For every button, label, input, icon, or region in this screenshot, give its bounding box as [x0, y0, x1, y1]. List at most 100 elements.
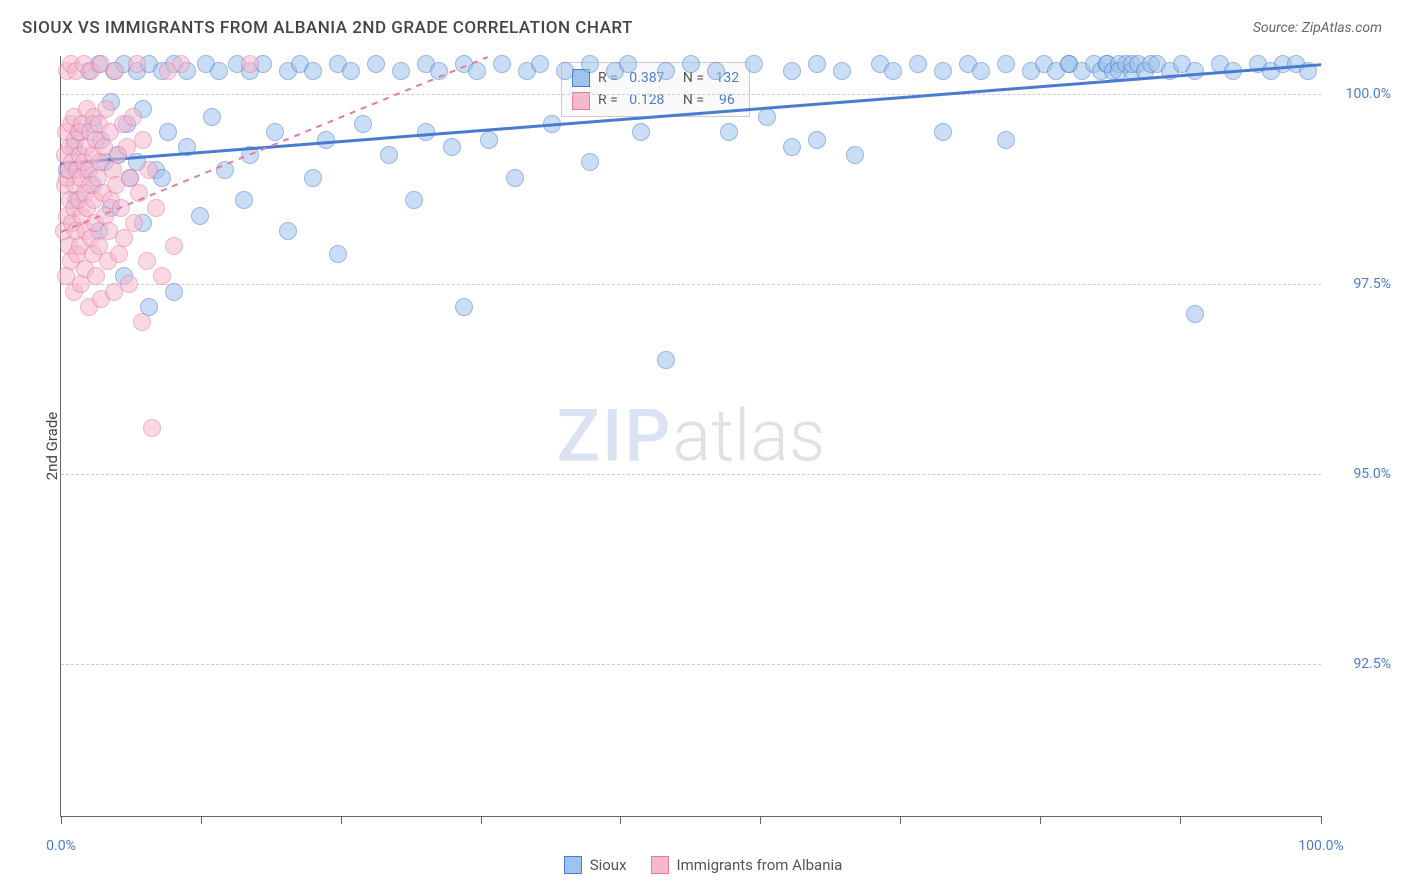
data-point	[128, 55, 146, 73]
y-tick-label: 97.5%	[1331, 276, 1391, 292]
data-point	[342, 62, 360, 80]
data-point	[172, 55, 190, 73]
data-point	[329, 245, 347, 263]
legend-item: Sioux	[564, 856, 627, 874]
data-point	[304, 62, 322, 80]
data-point	[480, 131, 498, 149]
legend-n-label: N =	[672, 89, 707, 111]
data-point	[997, 131, 1015, 149]
x-tick	[201, 816, 202, 824]
legend-series-name: Immigrants from Albania	[677, 856, 843, 874]
data-point	[909, 55, 927, 73]
data-point	[405, 191, 423, 209]
data-point	[266, 123, 284, 141]
data-point	[1186, 62, 1204, 80]
data-point	[147, 199, 165, 217]
data-point	[506, 169, 524, 187]
gridline	[61, 284, 1321, 285]
y-tick-label: 100.0%	[1331, 86, 1391, 102]
data-point	[682, 55, 700, 73]
data-point	[531, 55, 549, 73]
x-tick	[620, 816, 621, 824]
data-point	[934, 62, 952, 80]
data-point	[125, 214, 143, 232]
legend-swatch	[564, 856, 582, 874]
data-point	[392, 62, 410, 80]
data-point	[745, 55, 763, 73]
data-point	[808, 131, 826, 149]
source-name: ZipAtlas.com	[1302, 20, 1382, 36]
data-point	[997, 55, 1015, 73]
watermark-zip: ZIP	[557, 394, 673, 479]
data-point	[124, 108, 142, 126]
data-point	[134, 131, 152, 149]
data-point	[304, 169, 322, 187]
gridline	[61, 474, 1321, 475]
data-point	[1186, 305, 1204, 323]
data-point	[808, 55, 826, 73]
data-point	[140, 161, 158, 179]
data-point	[191, 207, 209, 225]
data-point	[707, 62, 725, 80]
data-point	[97, 100, 115, 118]
data-point	[159, 123, 177, 141]
chart-title: SIOUX VS IMMIGRANTS FROM ALBANIA 2ND GRA…	[22, 18, 633, 38]
data-point	[783, 62, 801, 80]
y-tick-label: 95.0%	[1331, 466, 1391, 482]
data-point	[133, 313, 151, 331]
data-point	[581, 153, 599, 171]
source-label: Source:	[1253, 20, 1302, 36]
data-point	[443, 138, 461, 156]
x-tick	[900, 816, 901, 824]
data-point	[934, 123, 952, 141]
data-point	[632, 123, 650, 141]
stats-legend-row: R = 0.128 N = 96	[572, 89, 739, 111]
data-point	[118, 138, 136, 156]
data-point	[720, 123, 738, 141]
data-point	[657, 351, 675, 369]
data-point	[367, 55, 385, 73]
data-point	[758, 108, 776, 126]
data-point	[380, 146, 398, 164]
x-tick	[481, 816, 482, 824]
data-point	[120, 275, 138, 293]
data-point	[87, 267, 105, 285]
gridline	[61, 664, 1321, 665]
data-point	[468, 62, 486, 80]
x-tick	[341, 816, 342, 824]
watermark-atlas: atlas	[672, 394, 825, 479]
data-point	[657, 62, 675, 80]
data-point	[556, 62, 574, 80]
data-point	[241, 55, 259, 73]
data-point	[619, 55, 637, 73]
data-point	[106, 62, 124, 80]
data-point	[235, 191, 253, 209]
legend-r-value: 0.128	[629, 89, 664, 111]
y-axis-label: 2nd Grade	[43, 412, 61, 480]
legend-r-label: R =	[598, 89, 621, 111]
x-tick	[1180, 816, 1181, 824]
data-point	[279, 222, 297, 240]
data-point	[884, 62, 902, 80]
data-point	[833, 62, 851, 80]
data-point	[846, 146, 864, 164]
x-tick	[760, 816, 761, 824]
legend-item: Immigrants from Albania	[651, 856, 843, 874]
data-point	[783, 138, 801, 156]
data-point	[317, 131, 335, 149]
data-point	[153, 267, 171, 285]
data-point	[581, 55, 599, 73]
data-point	[115, 229, 133, 247]
data-point	[972, 62, 990, 80]
data-point	[455, 298, 473, 316]
x-tick-label: 0.0%	[46, 838, 76, 854]
plot-area: ZIPatlas R = 0.387 N = 132R = 0.128 N = …	[60, 56, 1321, 817]
y-tick-label: 92.5%	[1331, 656, 1391, 672]
data-point	[143, 419, 161, 437]
data-point	[165, 283, 183, 301]
legend-series-name: Sioux	[590, 856, 627, 874]
watermark: ZIPatlas	[557, 394, 826, 479]
x-tick	[61, 816, 62, 824]
data-point	[165, 237, 183, 255]
x-tick-label: 100.0%	[1298, 838, 1343, 854]
